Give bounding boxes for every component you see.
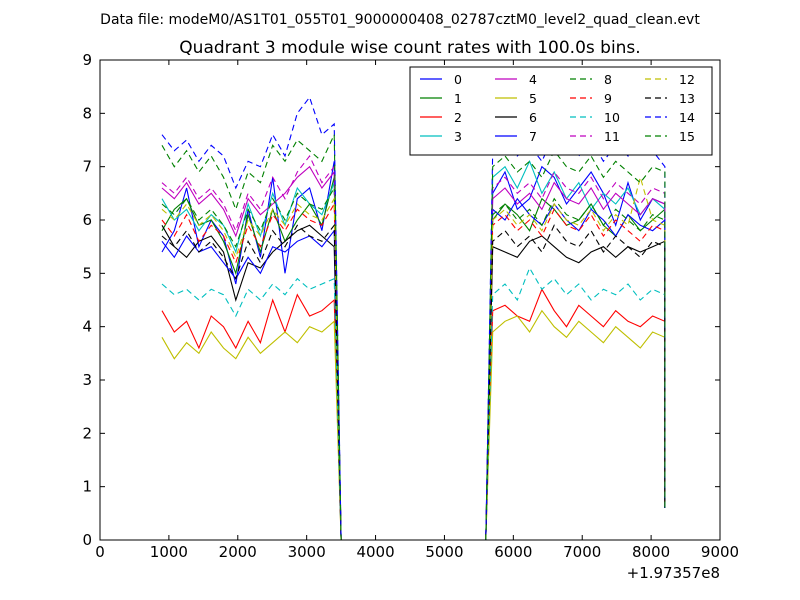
series-line-9 xyxy=(161,202,666,541)
y-tick-label: 8 xyxy=(82,104,92,122)
legend-label-13: 13 xyxy=(679,91,695,106)
legend-label-7: 7 xyxy=(529,129,537,144)
legend-label-9: 9 xyxy=(604,91,612,106)
series-line-0 xyxy=(161,161,666,541)
legend-label-12: 12 xyxy=(679,72,695,87)
legend-label-6: 6 xyxy=(529,110,537,125)
x-tick-label: 6000 xyxy=(494,543,532,561)
legend-label-3: 3 xyxy=(454,129,462,144)
legend-label-5: 5 xyxy=(529,91,537,106)
x-tick-label: 2000 xyxy=(219,543,257,561)
y-tick-label: 4 xyxy=(82,318,92,336)
x-tick-label: 0 xyxy=(95,543,105,561)
legend-label-10: 10 xyxy=(604,110,620,125)
y-tick-label: 5 xyxy=(82,264,92,282)
axis-ticks: 0 1000 2000 3000 4000 5000 6000 7000 8000 9000012… xyxy=(82,51,739,561)
x-tick-label: 4000 xyxy=(356,543,394,561)
legend-label-1: 1 xyxy=(454,91,462,106)
x-tick-label: 7000 xyxy=(563,543,601,561)
legend-label-8: 8 xyxy=(604,72,612,87)
x-tick-label: 3000 xyxy=(288,543,326,561)
figure-suptitle: Data file: modeM0/AS1T01_055T01_90000004… xyxy=(100,12,700,28)
x-tick-label: 5000 xyxy=(425,543,463,561)
y-tick-label: 2 xyxy=(82,424,92,442)
legend-label-0: 0 xyxy=(454,72,462,87)
series-layer xyxy=(161,96,666,541)
legend-label-15: 15 xyxy=(679,129,695,144)
legend-label-14: 14 xyxy=(679,110,695,125)
x-tick-label: 8000 xyxy=(632,543,670,561)
series-line-15 xyxy=(161,134,666,541)
series-line-2 xyxy=(161,288,666,541)
y-tick-label: 0 xyxy=(82,531,92,549)
y-tick-label: 7 xyxy=(82,158,92,176)
series-line-8 xyxy=(161,186,666,541)
x-tick-label: 9000 xyxy=(701,543,739,561)
legend-frame xyxy=(409,66,713,156)
x-axis-offset-label: +1.97357e8 xyxy=(627,564,720,582)
series-line-14 xyxy=(161,96,666,541)
legend-label-2: 2 xyxy=(454,110,462,125)
legend-label-4: 4 xyxy=(529,72,537,87)
legend-label-11: 11 xyxy=(604,129,620,144)
y-tick-label: 1 xyxy=(82,478,92,496)
chart-title: Quadrant 3 module wise count rates with … xyxy=(179,38,640,58)
plot-area-frame xyxy=(99,59,721,541)
series-line-3 xyxy=(161,159,666,541)
y-tick-label: 9 xyxy=(82,51,92,69)
y-tick-label: 3 xyxy=(82,371,92,389)
series-line-7 xyxy=(161,197,666,541)
y-tick-label: 6 xyxy=(82,211,92,229)
x-tick-label: 1000 xyxy=(150,543,188,561)
series-line-11 xyxy=(161,154,666,541)
series-line-4 xyxy=(161,165,666,541)
series-line-10 xyxy=(161,266,666,541)
